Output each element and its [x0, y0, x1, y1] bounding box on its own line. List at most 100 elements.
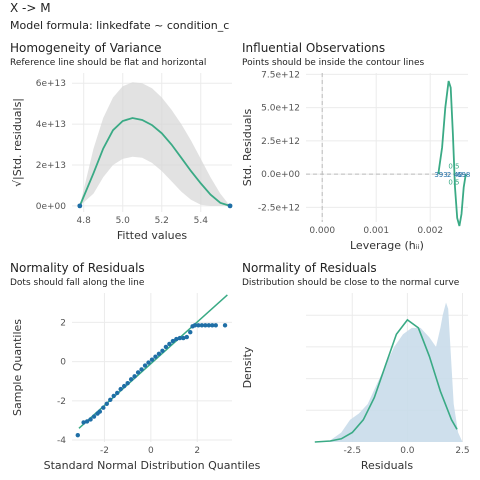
qq-point [149, 357, 155, 362]
panel-density: Normality of Residuals Distribution shoul… [241, 261, 470, 472]
qq-point [75, 432, 80, 438]
x-tick-label: 0.002 [417, 226, 443, 236]
y-axis-title: Density [241, 346, 254, 388]
qq-point [146, 360, 151, 365]
y-tick-label: 2e+13 [36, 161, 66, 171]
qq-point [188, 330, 193, 335]
panel-qq: Normality of Residuals Dots should fall a… [10, 261, 261, 472]
qq-point [91, 414, 97, 419]
gridlines [306, 73, 468, 222]
gridlines [72, 73, 232, 212]
qq-point [132, 374, 137, 379]
x-axis-title: Leverage (hᵢᵢ) [350, 239, 424, 252]
panel-subtitle: Reference line should be flat and horizo… [10, 58, 206, 68]
qq-point [153, 354, 158, 359]
qq-point [222, 323, 228, 328]
gridlines [72, 293, 232, 442]
x-tick-label: -2 [100, 446, 109, 456]
qq-point [135, 370, 141, 375]
qq-point [210, 323, 215, 328]
model-formula: Model formula: linkedfate ~ condition_c [10, 19, 230, 32]
x-tick-label: 0 [148, 446, 154, 456]
smooth-line [78, 117, 231, 207]
panel-title: Normality of Residuals [10, 261, 145, 275]
qq-point [101, 405, 106, 410]
point-label: 698 [457, 171, 470, 179]
x-tick-label: 2 [194, 446, 200, 456]
y-axis-title: √|Std. residuals| [11, 98, 24, 187]
qq-point [139, 367, 144, 372]
point-label: 393 [434, 171, 447, 179]
qq-point [167, 341, 172, 347]
panel-homogeneity: Homogeneity of Variance Reference line sh… [10, 41, 233, 242]
x-tick-label: 5.2 [155, 216, 169, 226]
y-tick-label: -2.5e+12 [258, 203, 300, 213]
panel-subtitle: Distribution should be close to the norm… [242, 278, 460, 288]
y-tick-label: 2.5e+12 [261, 137, 300, 147]
qq-point [213, 323, 218, 328]
cook-contour-line [437, 80, 467, 227]
data-point [227, 203, 233, 209]
qq-point [203, 323, 208, 328]
panel-subtitle: Dots should fall along the line [10, 278, 145, 288]
confidence-band [79, 82, 230, 206]
qq-point [142, 363, 148, 368]
qq-point [196, 323, 201, 328]
qq-point [170, 338, 176, 344]
qq-point [111, 393, 116, 399]
panel-title: Normality of Residuals [242, 261, 377, 275]
qq-point [84, 419, 90, 424]
data-point [77, 203, 83, 209]
point-label: 40 [454, 171, 463, 179]
x-tick-label: 2.5 [455, 446, 469, 456]
y-tick-label: 0.0e+00 [261, 170, 300, 180]
y-tick-label: 4e+13 [36, 120, 66, 130]
x-tick-label: 0.0 [400, 446, 415, 456]
x-axis-title: Standard Normal Distribution Quantiles [44, 459, 261, 472]
y-tick-label: 0e+00 [36, 202, 67, 212]
point-label: 2 [447, 171, 451, 179]
y-axis-title: Sample Quantiles [11, 319, 24, 416]
qq-point [88, 417, 93, 422]
qq-point [199, 323, 205, 328]
qq-point [104, 401, 109, 406]
y-tick-label: 5.0e+12 [261, 104, 300, 114]
x-axis-title: Residuals [361, 459, 413, 472]
qq-point [156, 351, 162, 356]
qq-point [125, 380, 130, 386]
qq-point [174, 336, 179, 342]
x-tick-label: 5.4 [194, 216, 209, 226]
x-tick-label: 0.001 [363, 226, 389, 236]
figure-title: X -> M [10, 1, 51, 15]
x-tick-label: 4.8 [77, 216, 92, 226]
x-tick-label: 5.0 [116, 216, 131, 226]
qq-point [108, 397, 113, 403]
panel-influential: Influential Observations Points should be… [241, 41, 470, 252]
y-tick-label: -4 [57, 436, 66, 446]
qq-point [163, 344, 169, 350]
panel-title: Homogeneity of Variance [10, 41, 162, 55]
qq-point [121, 383, 127, 389]
y-tick-label: 7.5e+12 [261, 70, 300, 80]
qq-point [115, 390, 120, 396]
y-tick-label: 0 [60, 358, 66, 368]
qq-point [97, 409, 103, 414]
qq-point [118, 386, 123, 392]
qq-point [81, 420, 86, 425]
y-tick-label: -2 [57, 397, 66, 407]
qq-point [181, 335, 186, 341]
qq-point [206, 323, 212, 328]
x-axis-title: Fitted values [117, 229, 188, 242]
qq-point [192, 323, 198, 328]
qq-point [177, 335, 183, 341]
x-tick-label: 0.000 [309, 226, 335, 236]
y-tick-label: 2 [60, 318, 66, 328]
contour-label: 0.5 [448, 162, 459, 170]
empirical-density-area [319, 302, 463, 442]
contour-label: 0.5 [448, 178, 459, 186]
x-tick-label: -2.5 [344, 446, 362, 456]
qq-point [128, 377, 134, 382]
panel-title: Influential Observations [242, 41, 385, 55]
normal-curve [314, 318, 458, 443]
